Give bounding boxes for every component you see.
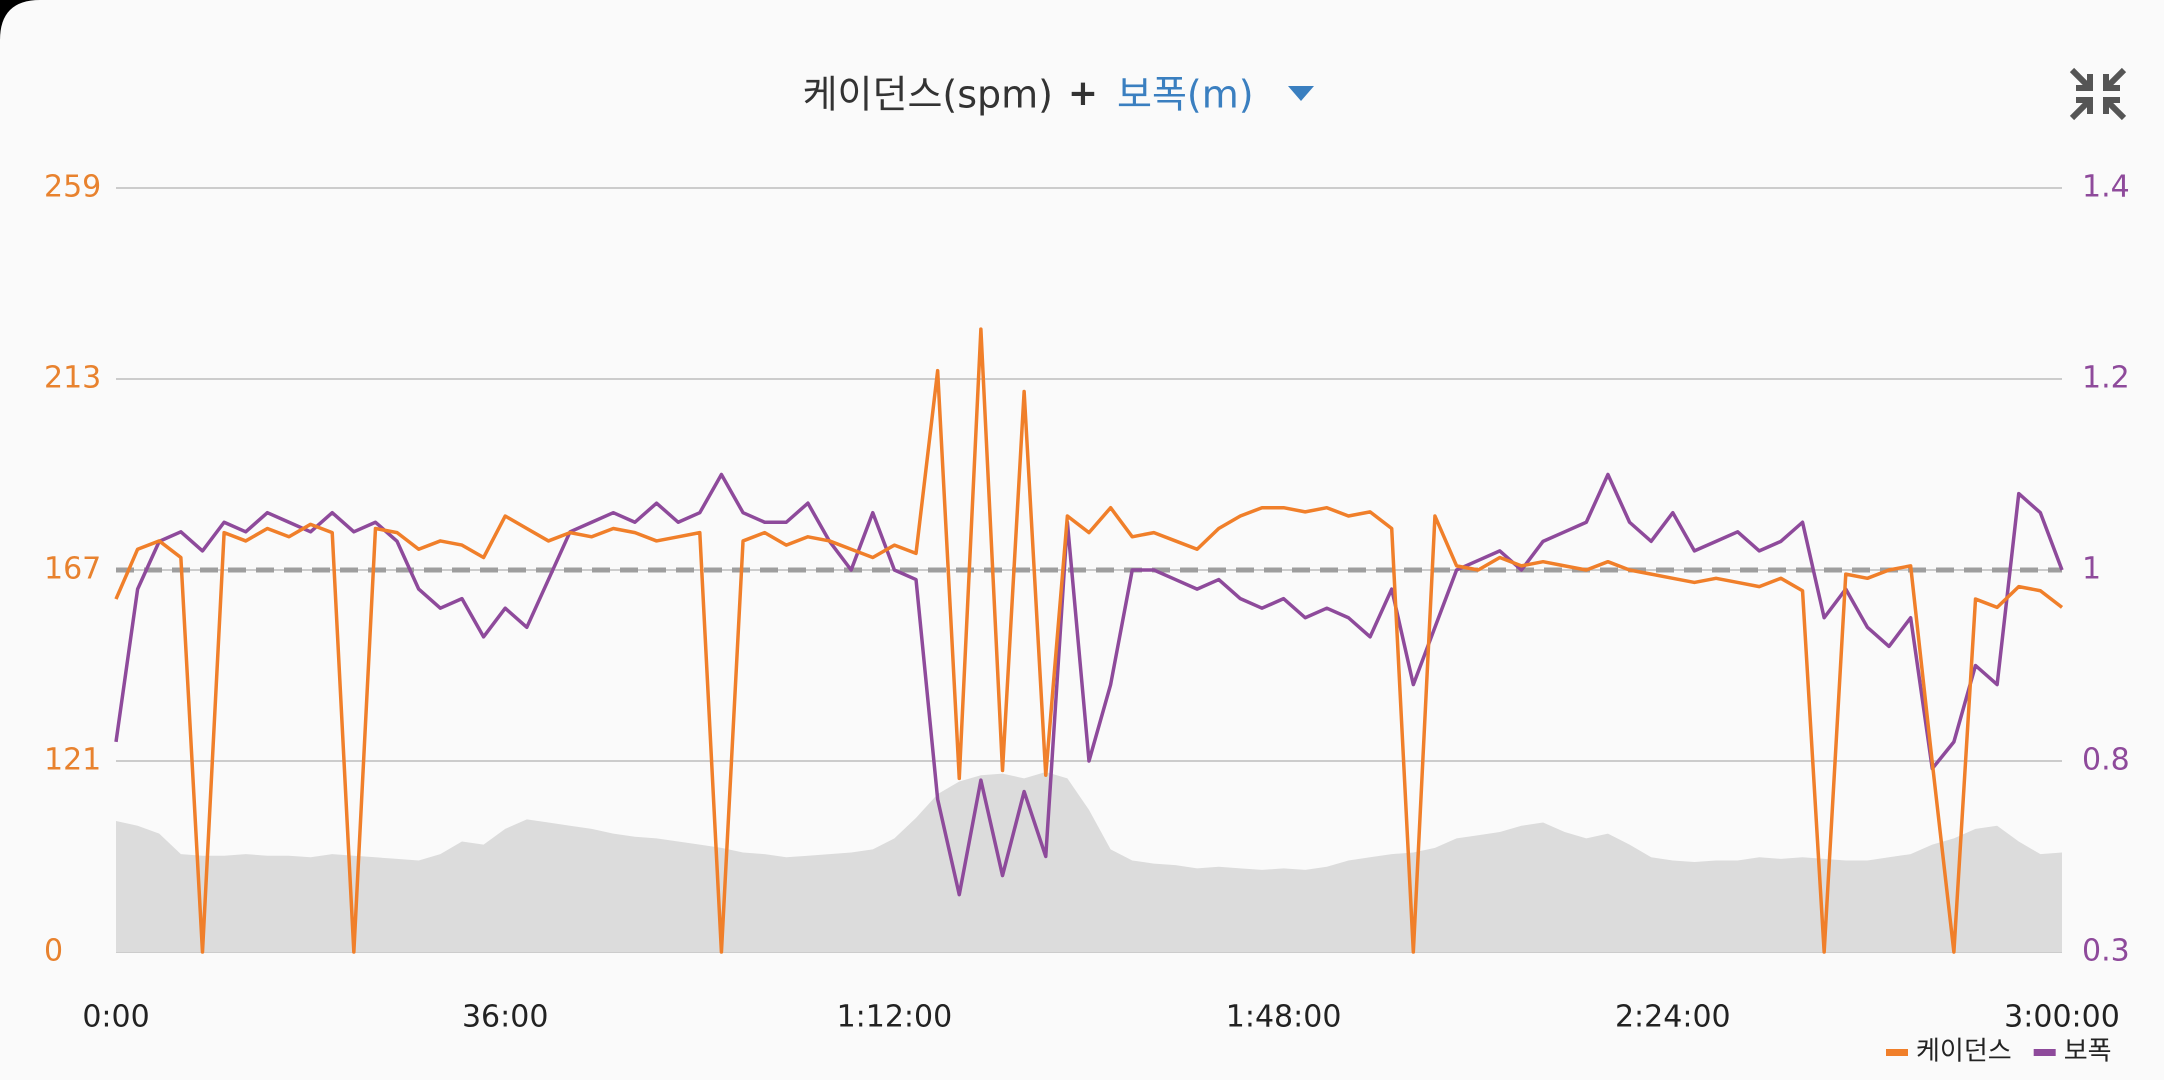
y2-tick-label: 1	[2082, 552, 2101, 587]
title-primary: 케이던스(spm)	[803, 73, 1053, 117]
y2-tick-label: 0.8	[2082, 743, 2130, 778]
x-tick-label: 1:48:00	[1226, 1000, 1342, 1035]
series-line	[114, 472, 2064, 897]
plot-area	[114, 187, 2064, 954]
title-joiner: +	[1068, 73, 1098, 114]
series-line	[114, 327, 2064, 954]
collapse-icon[interactable]	[2069, 67, 2127, 121]
y-tick-label: 259	[44, 170, 101, 205]
x-tick-label: 2:24:00	[1615, 1000, 1731, 1035]
elevation-area	[116, 772, 2062, 952]
legend-swatch	[2033, 1049, 2056, 1056]
x-tick-label: 0:00	[82, 1000, 149, 1035]
y2-tick-label: 1.4	[2082, 170, 2130, 205]
x-tick-label: 3:00:00	[2004, 1000, 2120, 1035]
x-tick-label: 1:12:00	[837, 1000, 953, 1035]
y-tick-label: 121	[44, 743, 101, 778]
y2-tick-label: 0.3	[2082, 934, 2130, 969]
title-secondary[interactable]: 보폭(m)	[1117, 73, 1254, 117]
legend-label: 케이던스	[1916, 1037, 2012, 1067]
y-tick-label: 213	[44, 361, 101, 396]
legend-swatch	[1886, 1049, 1908, 1056]
dropdown-arrow[interactable]	[1288, 86, 1314, 101]
y-tick-label: 0	[44, 934, 63, 969]
y-tick-label: 167	[44, 552, 101, 587]
legend-label: 보폭	[2064, 1037, 2112, 1067]
y2-tick-label: 1.2	[2082, 361, 2130, 396]
x-tick-label: 36:00	[462, 1000, 548, 1035]
